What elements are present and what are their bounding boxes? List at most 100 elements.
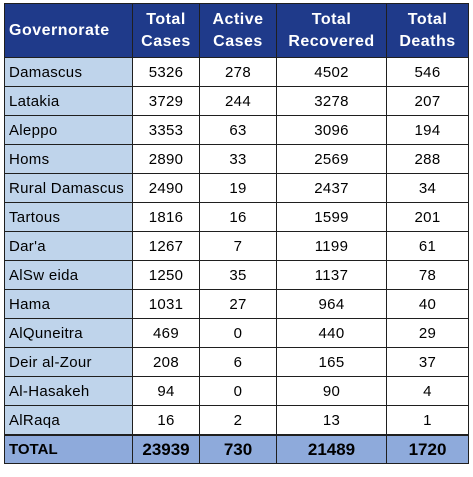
active-cases-cell: 278 xyxy=(199,57,277,87)
governorate-cell: Al-Hasakeh xyxy=(4,376,133,406)
governorate-cell: Deir al-Zour xyxy=(4,347,133,377)
governorate-cell: Damascus xyxy=(4,57,133,87)
governorate-cell: Hama xyxy=(4,289,133,319)
total-cases-cell: 5326 xyxy=(132,57,200,87)
governorate-cases-table: Governorate Total Cases Active Cases Tot… xyxy=(4,3,469,464)
total-cases-cell: 208 xyxy=(132,347,200,377)
active-cases-cell: 35 xyxy=(199,260,277,290)
governorate-cell: Homs xyxy=(4,144,133,174)
active-cases-cell: 63 xyxy=(199,115,277,145)
total-deaths-cell: 4 xyxy=(386,376,469,406)
governorate-cell: AlRaqa xyxy=(4,405,133,436)
total-deaths-cell: 194 xyxy=(386,115,469,145)
total-deaths-value: 1720 xyxy=(386,434,469,464)
total-recovered-cell: 964 xyxy=(276,289,387,319)
covid-table-container: Governorate Total Cases Active Cases Tot… xyxy=(4,3,469,464)
total-label: TOTAL xyxy=(4,434,133,464)
table-row: AlQuneitra 469 0 440 29 xyxy=(4,318,469,348)
total-cases-cell: 1267 xyxy=(132,231,200,261)
total-cases-cell: 2890 xyxy=(132,144,200,174)
total-active-value: 730 xyxy=(199,434,277,464)
total-deaths-cell: 207 xyxy=(386,86,469,116)
header-active-cases: Active Cases xyxy=(199,3,277,58)
table-body: Damascus 5326 278 4502 546 Latakia 3729 244 3278… xyxy=(4,57,469,436)
active-cases-cell: 6 xyxy=(199,347,277,377)
table-row: Tartous 1816 16 1599 201 xyxy=(4,202,469,232)
table-row: Dar'a 1267 7 1199 61 xyxy=(4,231,469,261)
total-recovered-value: 21489 xyxy=(276,434,387,464)
table-row: Deir al-Zour 208 6 165 37 xyxy=(4,347,469,377)
total-recovered-cell: 2569 xyxy=(276,144,387,174)
table-row: Al-Hasakeh 94 0 90 4 xyxy=(4,376,469,406)
total-cases-cell: 469 xyxy=(132,318,200,348)
total-cases-cell: 2490 xyxy=(132,173,200,203)
total-deaths-cell: 78 xyxy=(386,260,469,290)
table-row: Damascus 5326 278 4502 546 xyxy=(4,57,469,87)
total-recovered-cell: 1199 xyxy=(276,231,387,261)
total-deaths-cell: 34 xyxy=(386,173,469,203)
total-deaths-cell: 29 xyxy=(386,318,469,348)
total-recovered-cell: 165 xyxy=(276,347,387,377)
active-cases-cell: 16 xyxy=(199,202,277,232)
total-recovered-cell: 90 xyxy=(276,376,387,406)
governorate-cell: AlSw eida xyxy=(4,260,133,290)
header-total-recovered: Total Recovered xyxy=(276,3,387,58)
active-cases-cell: 0 xyxy=(199,318,277,348)
header-total-deaths-line2: Deaths xyxy=(399,32,456,50)
active-cases-cell: 0 xyxy=(199,376,277,406)
table-row: Latakia 3729 244 3278 207 xyxy=(4,86,469,116)
header-total-cases-line2: Cases xyxy=(141,32,191,50)
total-recovered-cell: 3096 xyxy=(276,115,387,145)
active-cases-cell: 7 xyxy=(199,231,277,261)
header-governorate-text: Governorate xyxy=(9,21,110,39)
total-recovered-cell: 13 xyxy=(276,405,387,436)
total-cases-cell: 1816 xyxy=(132,202,200,232)
header-total-recovered-line1: Total xyxy=(311,10,352,28)
total-row: TOTAL 23939 730 21489 1720 xyxy=(4,434,469,464)
total-recovered-cell: 1137 xyxy=(276,260,387,290)
total-deaths-cell: 1 xyxy=(386,405,469,436)
table-row: Homs 2890 33 2569 288 xyxy=(4,144,469,174)
total-recovered-cell: 2437 xyxy=(276,173,387,203)
total-cases-cell: 16 xyxy=(132,405,200,436)
total-deaths-cell: 40 xyxy=(386,289,469,319)
active-cases-cell: 33 xyxy=(199,144,277,174)
total-deaths-cell: 288 xyxy=(386,144,469,174)
header-total-deaths-line1: Total xyxy=(407,10,448,28)
total-cases-cell: 3729 xyxy=(132,86,200,116)
header-governorate: Governorate xyxy=(4,3,133,58)
header-row: Governorate Total Cases Active Cases Tot… xyxy=(4,3,469,58)
governorate-cell: Latakia xyxy=(4,86,133,116)
total-deaths-cell: 61 xyxy=(386,231,469,261)
header-active-cases-line1: Active xyxy=(212,10,264,28)
governorate-cell: Dar'a xyxy=(4,231,133,261)
governorate-cell: Tartous xyxy=(4,202,133,232)
governorate-cell: Aleppo xyxy=(4,115,133,145)
header-total-cases: Total Cases xyxy=(132,3,200,58)
total-recovered-cell: 4502 xyxy=(276,57,387,87)
table-row: AlRaqa 16 2 13 1 xyxy=(4,405,469,436)
total-cases-cell: 1250 xyxy=(132,260,200,290)
header-total-recovered-line2: Recovered xyxy=(288,32,375,50)
table-row: AlSw eida 1250 35 1137 78 xyxy=(4,260,469,290)
total-cases-cell: 94 xyxy=(132,376,200,406)
active-cases-cell: 244 xyxy=(199,86,277,116)
total-cases-value: 23939 xyxy=(132,434,200,464)
total-recovered-cell: 440 xyxy=(276,318,387,348)
total-cases-cell: 3353 xyxy=(132,115,200,145)
total-recovered-cell: 3278 xyxy=(276,86,387,116)
active-cases-cell: 19 xyxy=(199,173,277,203)
governorate-cell: Rural Damascus xyxy=(4,173,133,203)
governorate-cell: AlQuneitra xyxy=(4,318,133,348)
header-active-cases-line2: Cases xyxy=(213,32,263,50)
active-cases-cell: 27 xyxy=(199,289,277,319)
table-row: Hama 1031 27 964 40 xyxy=(4,289,469,319)
header-total-deaths: Total Deaths xyxy=(386,3,469,58)
header-total-cases-line1: Total xyxy=(146,10,186,28)
table-row: Rural Damascus 2490 19 2437 34 xyxy=(4,173,469,203)
total-recovered-cell: 1599 xyxy=(276,202,387,232)
total-deaths-cell: 201 xyxy=(386,202,469,232)
total-deaths-cell: 546 xyxy=(386,57,469,87)
total-cases-cell: 1031 xyxy=(132,289,200,319)
table-row: Aleppo 3353 63 3096 194 xyxy=(4,115,469,145)
